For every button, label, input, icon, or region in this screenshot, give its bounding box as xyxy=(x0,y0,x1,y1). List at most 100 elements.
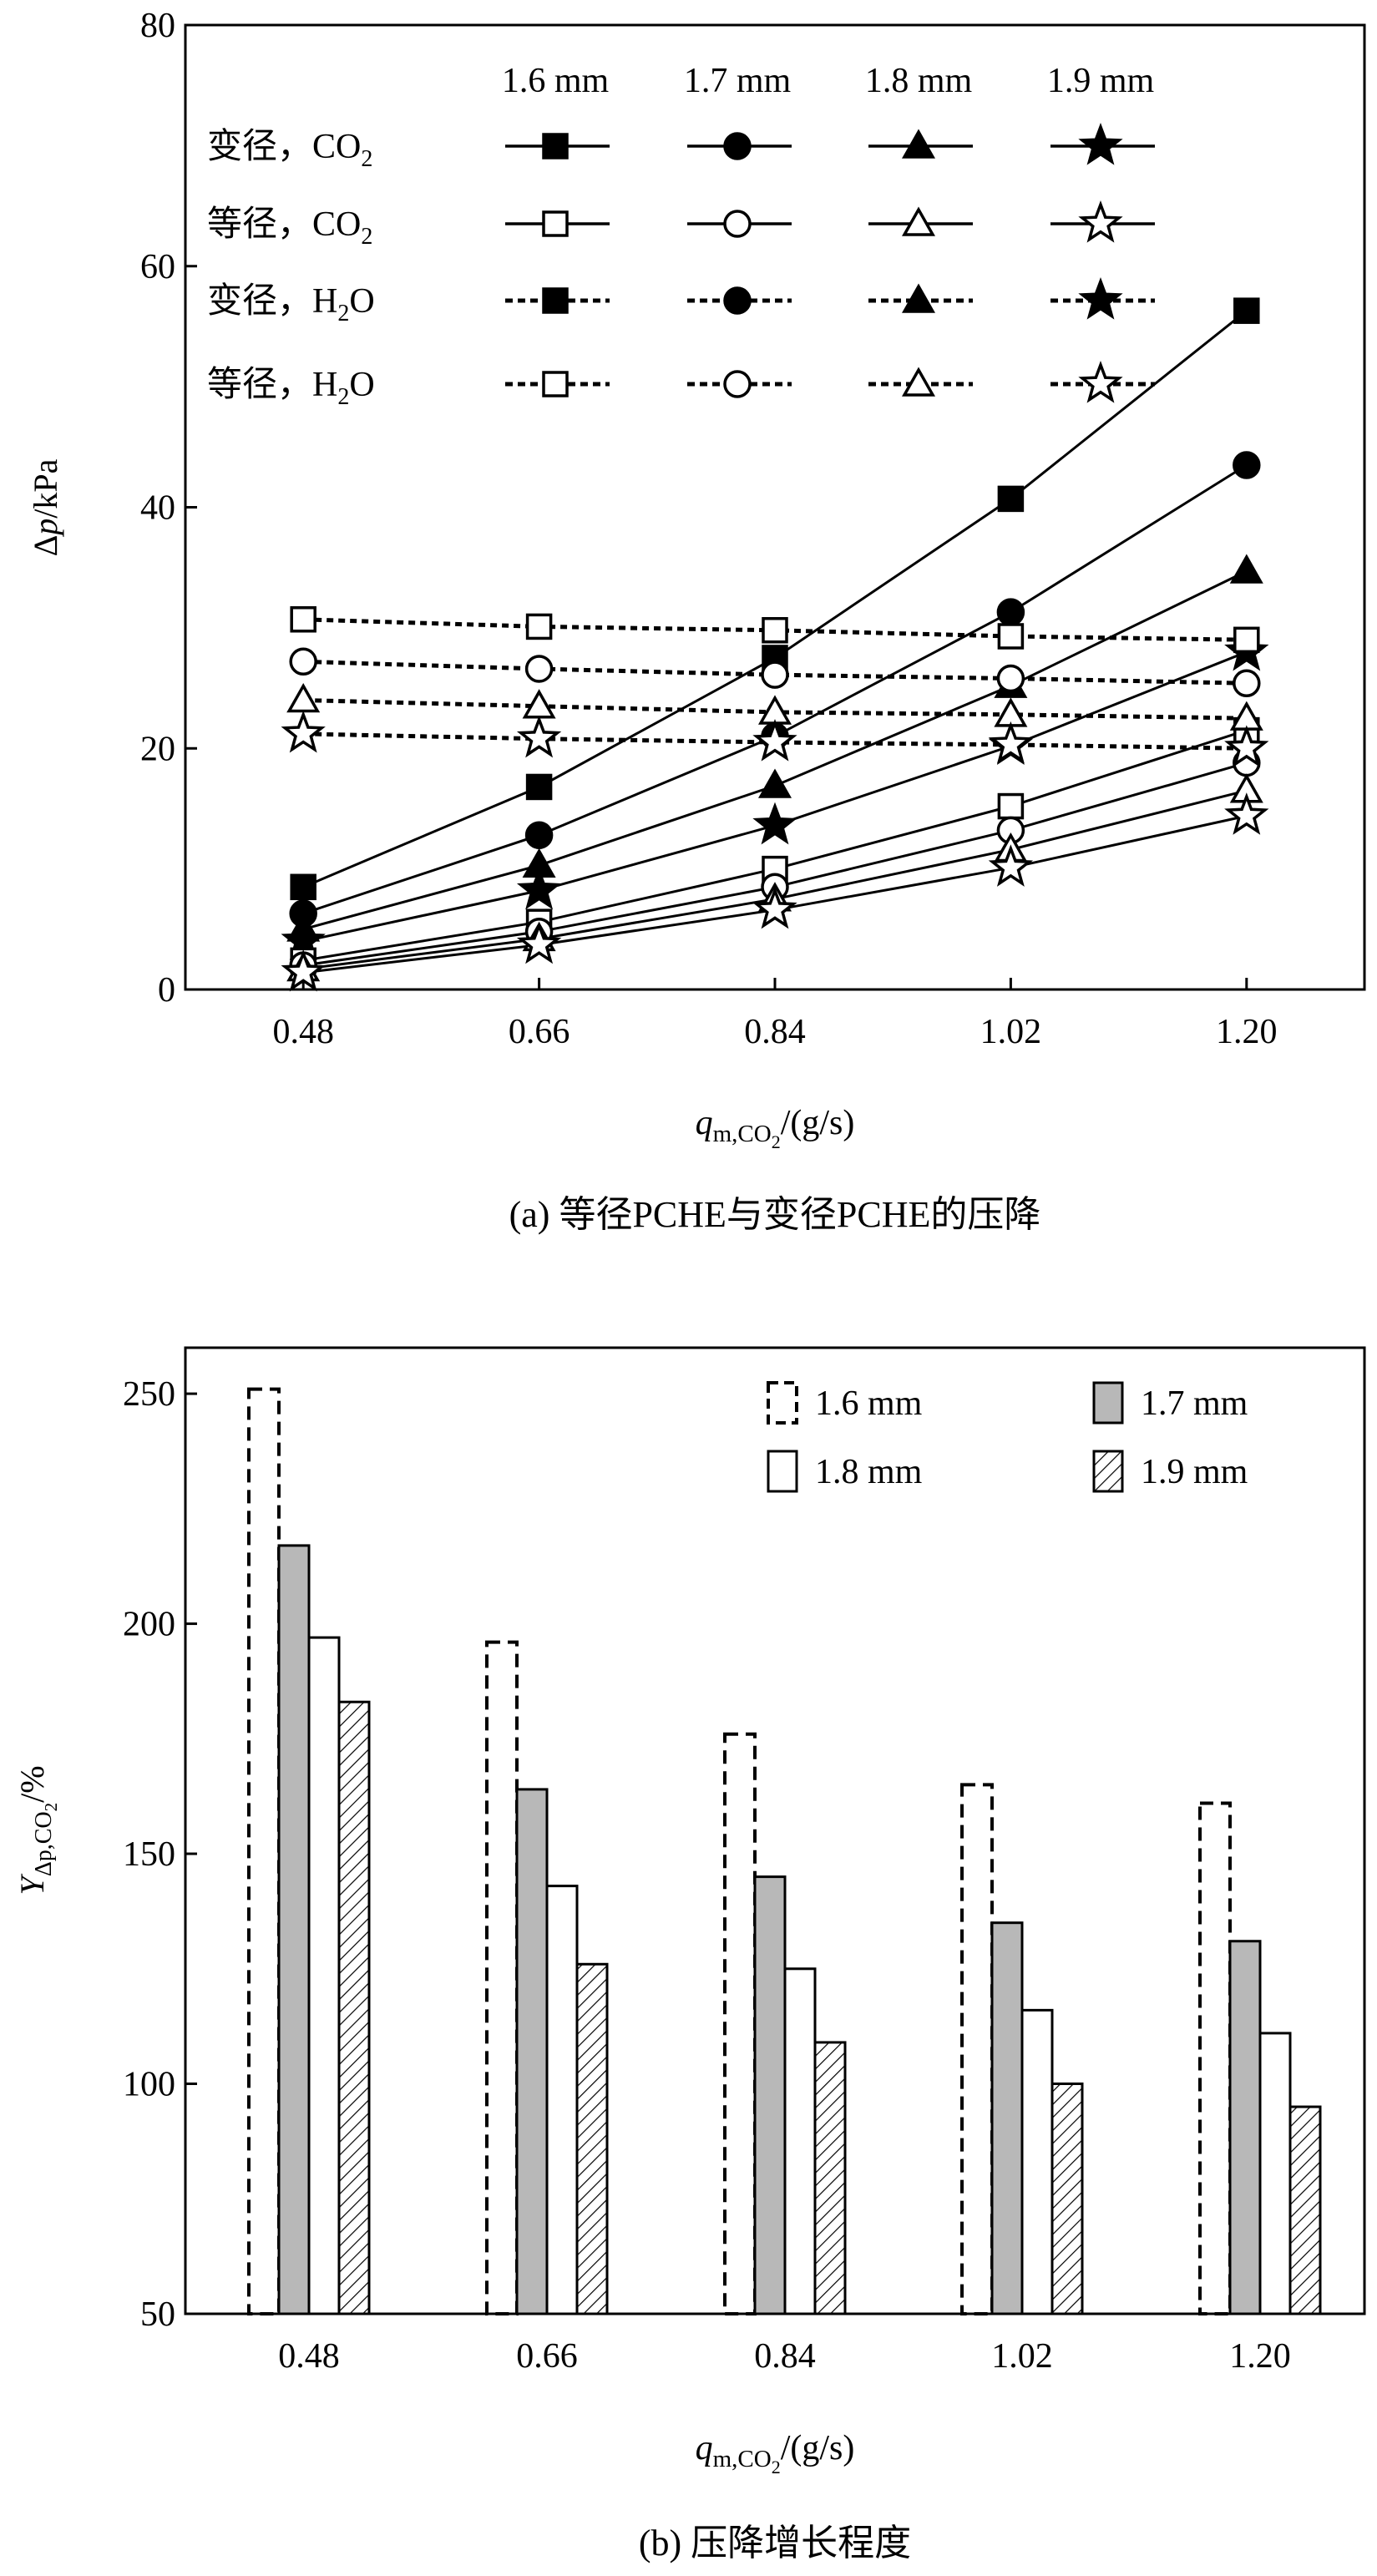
data-point-square xyxy=(525,613,553,640)
y-tick-label: 200 xyxy=(123,1606,175,1644)
legend-marker-triangle xyxy=(901,129,936,159)
panel-b-y-axis-subscript-2: 2 xyxy=(41,1803,61,1812)
data-point-square xyxy=(997,792,1025,820)
panel-b-y-axis-unit: /% xyxy=(13,1765,51,1802)
data-point-circle xyxy=(289,647,317,676)
legend-swatch xyxy=(1092,1381,1124,1425)
y-tick-label: 250 xyxy=(123,1375,175,1414)
legend-diameter-label: 1.9 mm xyxy=(1047,62,1155,100)
legend-swatch xyxy=(767,1381,798,1425)
x-tick-label: 0.84 xyxy=(744,1013,806,1051)
data-point-star xyxy=(988,721,1034,764)
panel-b-x-axis-unit: /(g/s) xyxy=(781,2429,855,2467)
panel-b-y-axis-title: YΔp,CO2/% xyxy=(13,1765,61,1895)
panel-b-bar-chart: 50 100 150 200 250 0.48 0.66 0.84 1.02 1.20 1.6 … xyxy=(13,1346,1366,2563)
data-point-square xyxy=(997,485,1025,513)
legend-marker-circle xyxy=(723,132,752,160)
legend-marker-square xyxy=(542,371,569,397)
y-tick-label: 80 xyxy=(140,7,175,45)
y-tick-label: 20 xyxy=(140,730,175,768)
bar-1-6mm xyxy=(723,1732,757,2316)
bar-1-8mm xyxy=(1020,2008,1054,2315)
bar-1-9mm xyxy=(575,1962,609,2315)
data-point-square xyxy=(290,606,316,633)
panel-b-y-axis-variable: Y xyxy=(13,1874,51,1895)
bar-1-6mm xyxy=(247,1387,281,2315)
bar-1-7mm xyxy=(277,1544,311,2315)
panel-b-x-axis-variable: q xyxy=(696,2429,713,2467)
data-point-star xyxy=(1224,792,1269,835)
bar-1-9mm xyxy=(1288,2105,1322,2315)
y-tick-label: 50 xyxy=(140,2295,175,2334)
panel-b-x-axis-subscript-2: 2 xyxy=(772,2457,781,2477)
panel-a-x-axis-title: qm,CO2/(g/s) xyxy=(696,1104,855,1152)
bar-1-7mm xyxy=(753,1875,787,2315)
bar-1-6mm xyxy=(485,1640,519,2315)
x-tick-label: 1.02 xyxy=(991,2337,1053,2376)
panel-b-x-axis-title: qm,CO2/(g/s) xyxy=(696,2429,855,2477)
legend-row-label: 变径，CO2 xyxy=(207,127,372,172)
data-point-star xyxy=(281,710,326,753)
data-point-star xyxy=(752,802,797,845)
legend-row-label: 等径，CO2 xyxy=(207,205,372,250)
data-point-star xyxy=(516,921,562,964)
panel-a-x-axis-subscript-2: 2 xyxy=(772,1131,781,1152)
legend-diameter-label: 1.7 mm xyxy=(684,62,792,100)
x-tick-label: 1.20 xyxy=(1216,1013,1278,1051)
data-point-circle xyxy=(524,655,554,683)
data-point-star xyxy=(281,949,326,992)
legend-marker-circle xyxy=(723,370,752,398)
legend-marker-triangle xyxy=(901,367,936,397)
data-point-square xyxy=(525,773,553,801)
panel-a-x-axis: 0.48 0.66 0.84 1.02 1.20 xyxy=(272,978,1278,1051)
data-point-square xyxy=(1233,626,1260,654)
legend-label: 1.8 mm xyxy=(815,1453,923,1491)
data-point-triangle xyxy=(286,682,321,713)
data-point-star xyxy=(516,867,562,910)
y-tick-label: 60 xyxy=(140,248,175,286)
legend-marker-circle xyxy=(723,210,752,238)
legend-swatch xyxy=(767,1450,798,1493)
data-point-triangle xyxy=(1229,554,1263,584)
bar-1-7mm xyxy=(1228,1940,1262,2315)
panel-b-y-axis-subscript: Δp,CO xyxy=(31,1811,57,1876)
legend-row-label-text: 变径，CO xyxy=(207,127,361,166)
bar-1-6mm xyxy=(960,1783,994,2315)
legend-row-label-suffix: O xyxy=(349,366,374,404)
legend-row-label-text: 等径，H xyxy=(207,366,337,404)
legend-marker-square xyxy=(542,133,569,159)
bar-1-8mm xyxy=(307,1636,341,2315)
data-point-square xyxy=(762,617,788,644)
legend-marker-circle xyxy=(723,286,752,315)
x-tick-label: 0.48 xyxy=(272,1013,334,1051)
legend-diameter-label: 1.6 mm xyxy=(502,62,610,100)
legend-swatch xyxy=(1092,1450,1124,1493)
legend-row-label-suffix: O xyxy=(349,282,374,321)
x-tick-label: 1.20 xyxy=(1229,2337,1291,2376)
panel-b-x-axis: 0.48 0.66 0.84 1.02 1.20 xyxy=(278,2337,1291,2376)
legend-marker-star xyxy=(1078,277,1123,320)
legend-row-label: 变径，H2O xyxy=(207,281,375,326)
legend-row-label-subscript: 2 xyxy=(337,301,349,326)
panel-a-y-axis-delta: Δ xyxy=(27,535,64,557)
legend-marker-triangle xyxy=(901,283,936,313)
panel-a-y-axis-unit: /kPa xyxy=(27,458,64,518)
bar-1-9mm xyxy=(813,2041,847,2315)
panel-b-caption: (b) 压降增长程度 xyxy=(639,2523,911,2563)
legend-marker-star xyxy=(1078,123,1123,165)
data-point-star xyxy=(988,844,1034,887)
legend-marker-square xyxy=(542,287,569,314)
panel-a-legend: 1.6 mm 1.7 mm 1.8 mm 1.9 mm变径，CO2等径，CO2变径，H… xyxy=(207,62,1155,410)
legend-row-label: 等径，H2O xyxy=(207,366,375,410)
y-tick-label: 100 xyxy=(123,2066,175,2104)
panel-a-y-axis-variable: p xyxy=(27,519,64,538)
panel-a-line-chart: 0 20 40 60 80 0.48 0.66 0.84 1.02 1.20 1.6 mm 1.7… xyxy=(27,7,1366,1235)
legend-label: 1.7 mm xyxy=(1141,1384,1248,1423)
legend-marker-square xyxy=(542,210,569,237)
legend-row-label-text: 等径，CO xyxy=(207,205,361,244)
bar-1-6mm xyxy=(1198,1801,1232,2315)
series-line xyxy=(302,729,1248,962)
x-tick-label: 0.48 xyxy=(278,2337,340,2376)
x-tick-label: 0.66 xyxy=(509,1013,570,1051)
